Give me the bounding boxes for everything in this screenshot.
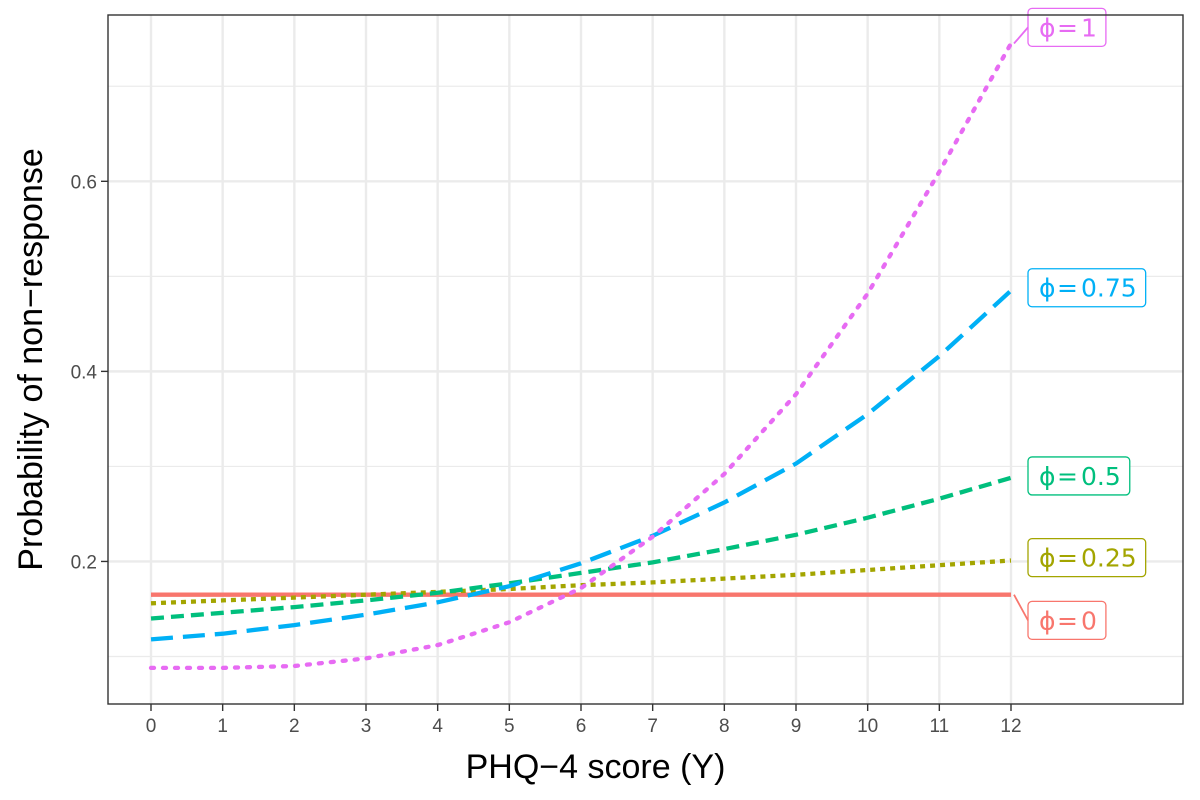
series-label: ϕ = 0.75: [1027, 268, 1147, 308]
series-label-phi: ϕ: [1039, 606, 1056, 635]
y-axis-title: Probability of non−response: [12, 148, 50, 570]
x-tick-label: 12: [1000, 716, 1021, 737]
x-tick-label: 5: [504, 716, 515, 737]
x-tick-label: 8: [719, 716, 730, 737]
y-tick-label: 0.4: [71, 362, 98, 383]
minor-gridlines: [108, 85, 1183, 658]
x-axis-title: PHQ−4 score (Y): [466, 748, 726, 786]
series-lines: [148, 41, 1014, 671]
x-tick-label: 10: [857, 716, 878, 737]
series-label-box: [1027, 537, 1147, 578]
series-line: [148, 41, 1014, 671]
series-label: ϕ = 0.25: [1027, 537, 1147, 578]
series-label-phi: ϕ: [1039, 544, 1056, 573]
series-label-phi: ϕ: [1039, 462, 1056, 491]
series-label-equals: =: [1057, 606, 1078, 635]
series-label-equals: =: [1057, 274, 1078, 303]
series-label-box: [1027, 456, 1131, 496]
x-tick-label: 4: [432, 716, 443, 737]
y-axis: 0.2 0.4 0.6: [71, 172, 108, 573]
series-line: [150, 475, 1012, 621]
x-tick-label: 9: [791, 716, 802, 737]
series-label-equals: =: [1057, 544, 1078, 573]
x-tick-label: 7: [647, 716, 658, 737]
x-tick-label: 6: [576, 716, 587, 737]
series-label-value: 1: [1081, 13, 1097, 42]
series-line: [150, 558, 1012, 606]
series-label-value: 0.75: [1081, 274, 1137, 303]
series-label-phi: ϕ: [1039, 274, 1056, 303]
series-label-equals: =: [1057, 13, 1078, 42]
x-tick-label: 2: [289, 716, 300, 737]
series-label-value: 0: [1081, 606, 1097, 635]
y-tick-label: 0.2: [71, 552, 97, 573]
series-label-equals: =: [1057, 462, 1078, 491]
x-tick-label: 11: [929, 716, 949, 737]
x-tick-label: 0: [146, 716, 157, 737]
series-label-box: [1027, 268, 1147, 308]
series-label-connector: [1013, 26, 1029, 45]
x-tick-label: 3: [361, 716, 372, 737]
series-label-phi: ϕ: [1039, 13, 1056, 42]
series-label-connector: [1013, 594, 1029, 621]
series-label-value: 0.25: [1081, 544, 1137, 573]
x-tick-label: 1: [217, 716, 228, 737]
y-tick-label: 0.6: [71, 172, 97, 193]
series-labels: ϕ = 0ϕ = 0.25ϕ = 0.5ϕ = 0.75ϕ = 1: [1013, 7, 1147, 641]
series-label: ϕ = 0.5: [1027, 456, 1131, 496]
plot-panel-border: [107, 14, 1184, 705]
major-gridlines: [108, 15, 1183, 704]
x-axis: 0 1 2 3 4 5 6 7 8 9 10 11 12: [146, 704, 1022, 737]
series-line: [150, 289, 1013, 642]
series-label: ϕ = 0: [1013, 594, 1107, 641]
series-label: ϕ = 1: [1013, 7, 1107, 48]
series-label-value: 0.5: [1081, 462, 1121, 491]
